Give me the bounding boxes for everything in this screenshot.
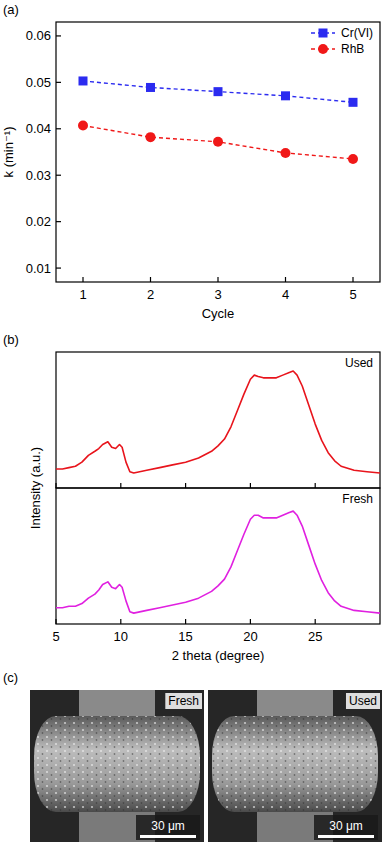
y-tick-label: 0.02 xyxy=(26,214,51,229)
y-axis-title: k (min⁻¹) xyxy=(1,127,16,178)
sem-image xyxy=(208,690,382,842)
sem-image xyxy=(30,690,204,842)
marker xyxy=(213,137,223,147)
panel-label: (a) xyxy=(3,2,19,17)
x-tick-label: 5 xyxy=(349,287,356,302)
y-tick-label: 0.03 xyxy=(26,168,51,183)
legend: Fresh xyxy=(342,492,373,506)
marker xyxy=(281,91,290,100)
fiber-texture xyxy=(34,716,200,812)
x-tick xyxy=(352,277,353,282)
x-tick-label: 4 xyxy=(282,287,289,302)
marker xyxy=(214,87,223,96)
legend-label: Used xyxy=(345,356,373,370)
legend: Cr(VI) RhB xyxy=(311,26,373,56)
marker xyxy=(349,98,358,107)
legend-swatch xyxy=(318,44,328,54)
y-tick-label: 0.01 xyxy=(26,261,51,276)
marker xyxy=(78,121,88,131)
image-ground xyxy=(30,690,204,842)
scale-patch xyxy=(314,815,378,840)
series-line xyxy=(83,126,353,159)
x-tick xyxy=(285,277,286,282)
plot-marks xyxy=(56,511,380,613)
legend-label: Fresh xyxy=(342,492,373,506)
x-tick-label: 10 xyxy=(114,629,128,644)
marker xyxy=(146,83,155,92)
legend-swatch xyxy=(319,29,328,38)
series-line xyxy=(83,81,353,102)
y-tick xyxy=(56,175,61,176)
x-axis-title: Cycle xyxy=(202,306,235,321)
y-tick xyxy=(56,35,61,36)
image-label: Fresh xyxy=(168,694,199,708)
y-tick xyxy=(56,82,61,83)
x-tick xyxy=(82,277,83,282)
label-patch xyxy=(346,693,380,709)
x-tick xyxy=(55,483,56,488)
image-ground xyxy=(208,690,382,842)
y-tick-label: 0.04 xyxy=(26,121,51,136)
y-tick-label: 0.05 xyxy=(26,75,51,90)
plot-marks xyxy=(56,371,380,473)
scale-label: 30 μm xyxy=(329,819,363,833)
y-axis-title: Intensity (a.u.) xyxy=(28,447,43,529)
panel-label: (c) xyxy=(3,670,18,685)
y-tick xyxy=(56,128,61,129)
x-tick-label: 25 xyxy=(308,629,322,644)
scale-bar xyxy=(318,835,374,838)
x-tick-label: 1 xyxy=(79,287,86,302)
fiber-vertical xyxy=(257,690,333,720)
legend-label: RhB xyxy=(341,42,364,56)
scale-label: 30 μm xyxy=(151,819,185,833)
series-line xyxy=(56,371,380,473)
plot-frame xyxy=(56,22,380,282)
x-tick xyxy=(185,619,186,624)
panel-label: (b) xyxy=(3,332,19,347)
x-tick-label: 20 xyxy=(243,629,257,644)
legend-label: Cr(VI) xyxy=(341,26,373,40)
legend: Used xyxy=(345,356,373,370)
x-tick-label: 3 xyxy=(214,287,221,302)
x-tick xyxy=(150,277,151,282)
x-tick xyxy=(120,483,121,488)
x-tick-label: 2 xyxy=(147,287,154,302)
label-patch xyxy=(165,693,202,709)
x-tick xyxy=(250,483,251,488)
image-label: Used xyxy=(349,694,377,708)
x-tick xyxy=(217,277,218,282)
x-tick xyxy=(315,619,316,624)
y-tick xyxy=(56,267,61,268)
x-tick xyxy=(250,619,251,624)
plot-frame xyxy=(56,352,380,488)
series-line xyxy=(56,511,380,613)
scale-patch xyxy=(136,815,200,840)
figure: 1 2 3 4 5 0.01 0.02 0.03 0.04 0.05 0.06 (a) Cycle k (… xyxy=(0,0,388,847)
x-tick xyxy=(120,619,121,624)
plot-frame xyxy=(56,488,380,624)
plot-marks xyxy=(78,76,358,163)
marker xyxy=(281,148,291,158)
x-tick-label: 5 xyxy=(52,629,59,644)
y-tick-label: 0.06 xyxy=(26,28,51,43)
marker xyxy=(348,154,358,164)
fiber-texture xyxy=(212,716,378,812)
x-tick-label: 15 xyxy=(178,629,192,644)
scale-bar xyxy=(140,835,196,838)
marker xyxy=(79,76,88,85)
marker xyxy=(146,132,156,142)
y-tick xyxy=(56,221,61,222)
x-tick xyxy=(185,483,186,488)
fiber xyxy=(34,716,200,812)
x-tick xyxy=(55,619,56,624)
x-tick xyxy=(315,483,316,488)
fiber xyxy=(212,716,378,812)
x-axis-title: 2 theta (degree) xyxy=(172,648,265,663)
fiber-vertical xyxy=(79,690,155,720)
